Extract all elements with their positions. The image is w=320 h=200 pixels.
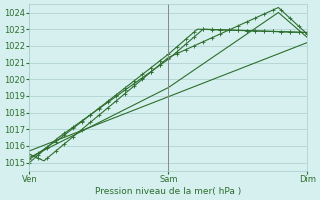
X-axis label: Pression niveau de la mer( hPa ): Pression niveau de la mer( hPa )	[95, 187, 242, 196]
